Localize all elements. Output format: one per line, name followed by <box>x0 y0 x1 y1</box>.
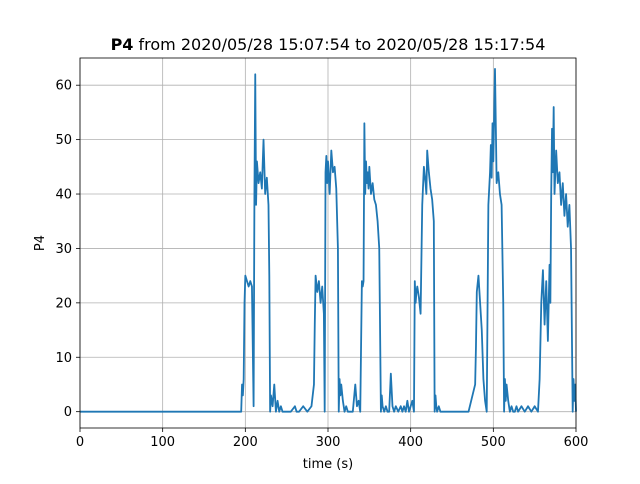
series-line-p4 <box>80 67 577 413</box>
y-tick-label: 20 <box>55 296 72 311</box>
x-tick-label: 100 <box>150 435 175 450</box>
x-tick-label: 600 <box>564 435 589 450</box>
x-tick-label: 0 <box>76 435 84 450</box>
x-tick-label: 300 <box>316 435 341 450</box>
chart-title-rest: from 2020/05/28 15:07:54 to 2020/05/28 1… <box>133 35 545 54</box>
x-axis-label: time (s) <box>303 457 353 472</box>
chart-title: P4 from 2020/05/28 15:07:54 to 2020/05/2… <box>111 35 546 54</box>
chart-title-bold: P4 <box>111 35 134 54</box>
y-axis-ticks: 0 10 20 30 40 50 60 <box>55 79 80 420</box>
x-axis-ticks: 0 100 200 300 400 500 600 <box>76 428 589 450</box>
y-tick-label: 60 <box>55 79 72 94</box>
y-tick-label: 10 <box>55 351 72 366</box>
y-tick-label: 40 <box>55 188 72 203</box>
y-tick-label: 50 <box>55 133 72 148</box>
y-tick-label: 0 <box>64 405 72 420</box>
x-tick-label: 200 <box>233 435 258 450</box>
x-tick-label: 500 <box>481 435 506 450</box>
y-tick-label: 30 <box>55 242 72 257</box>
x-tick-label: 400 <box>398 435 423 450</box>
y-axis-label: P4 <box>33 235 48 251</box>
plot-area <box>80 67 577 413</box>
